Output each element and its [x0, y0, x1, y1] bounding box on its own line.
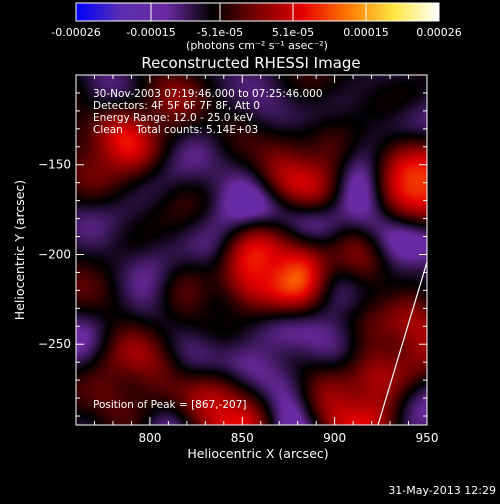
y-tick-label: −150 [38, 158, 71, 172]
axis-ticks: 800 850 900 950 −150 −200 −250 [38, 74, 439, 445]
heatmap-image [76, 75, 427, 425]
footer-date: 31-May-2013 12:29 [388, 484, 496, 497]
annotation-peak-position: Position of Peak = [867,-207] [93, 399, 247, 411]
colorbar-tick-label: -0.00026 [51, 26, 100, 39]
annotation-time-range: 30-Nov-2003 07:19:46.000 to 07:25:46.000 [93, 88, 323, 100]
colorbar-gradient [75, 2, 440, 22]
chart-title: Reconstructed RHESSI Image [141, 54, 360, 72]
colorbar-tick-label: 0.00026 [416, 26, 462, 39]
x-tick-label: 800 [138, 431, 161, 445]
colorbar-unit: (photons cm⁻² s⁻¹ asec⁻²) [186, 39, 328, 52]
colorbar-tick-label: 0.00015 [343, 26, 389, 39]
plot-area: 800 850 900 950 −150 −200 −250 30-Nov-2003 07:… [38, 74, 439, 445]
solar-limb-line [377, 261, 427, 425]
annotation-energy-range: Energy Range: 12.0 - 25.0 keV [93, 112, 254, 124]
y-tick-label: −200 [38, 247, 71, 261]
colorbar-tick-label: -5.1e-05 [197, 26, 243, 39]
annotation-detectors: Detectors: 4F 5F 6F 7F 8F, Att 0 [93, 100, 260, 112]
colorbar-ticks: -0.00026 -0.00015 -5.1e-05 5.1e-05 0.00015 0.… [51, 3, 462, 39]
y-axis-label: Heliocentric Y (arcsec) [12, 180, 27, 320]
x-tick-label: 950 [416, 431, 439, 445]
colorbar-tick-label: 5.1e-05 [272, 26, 314, 39]
colorbar: -0.00026 -0.00015 -5.1e-05 5.1e-05 0.00015 0.… [51, 2, 462, 52]
x-axis-label: Heliocentric X (arcsec) [187, 446, 328, 461]
plot-frame [75, 74, 428, 426]
colorbar-tick-label: -0.00015 [126, 26, 175, 39]
annotation-total-counts: Clean Total counts: 5.14E+03 [93, 124, 258, 136]
y-tick-label: −250 [38, 337, 71, 351]
heatmap-container [76, 75, 427, 425]
x-tick-label: 850 [231, 431, 254, 445]
x-tick-label: 900 [323, 431, 346, 445]
